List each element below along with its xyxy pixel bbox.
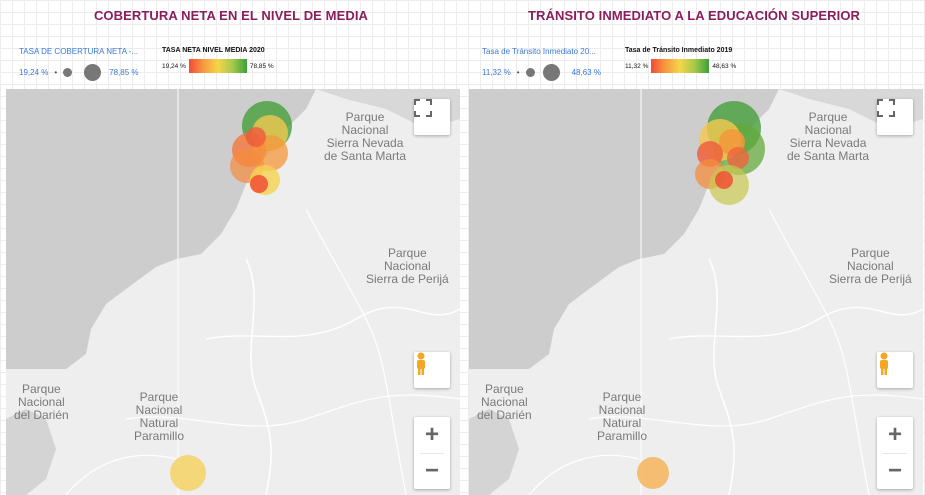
map-label-darien: Parque Nacional del Darién [14, 382, 69, 422]
street-view-button[interactable] [414, 352, 450, 388]
map-base [469, 89, 923, 495]
color-legend-max: 48,63 % [712, 62, 737, 70]
size-legend: TASA DE COBERTURA NETA -... 19,24 % • 78… [19, 47, 139, 81]
street-view-button[interactable] [877, 352, 913, 388]
size-legend-max: 78,85 % [109, 68, 139, 77]
small-circle-icon [63, 68, 73, 77]
map-label-perija: Parque Nacional Sierra de Perijá [366, 246, 449, 286]
color-legend: Tasa de Tránsito Inmediato 2019 11,32 % … [625, 47, 736, 73]
fullscreen-icon [414, 99, 432, 117]
pegman-icon [417, 352, 425, 375]
size-legend-max: 48,63 % [571, 68, 601, 77]
map-label-paramillo: Parque Nacional Natural Paramillo [597, 390, 648, 443]
map-label-santa-marta: Parque Nacional Sierra Nevada de Santa M… [324, 110, 407, 163]
panel-transito: TRÁNSITO INMEDIATO A LA EDUCACIÓN SUPERI… [463, 0, 925, 495]
map-label-darien: Parque Nacional del Darién [477, 382, 532, 422]
color-legend-max: 78,85 % [249, 62, 274, 70]
panel-cobertura: COBERTURA NETA EN EL NIVEL DE MEDIA TASA… [0, 0, 462, 495]
zoom-out-button[interactable]: − [424, 457, 439, 484]
fullscreen-icon [877, 99, 895, 117]
map-bubble[interactable] [246, 127, 266, 147]
size-legend-min: 19,24 % [19, 68, 49, 77]
fullscreen-button[interactable] [877, 99, 913, 135]
map-bubble[interactable] [715, 171, 733, 189]
map-bubble[interactable] [727, 147, 749, 169]
zoom-separator [420, 453, 444, 454]
zoom-control: + − [414, 417, 450, 489]
zoom-in-button[interactable]: + [887, 421, 902, 448]
color-legend-label: TASA NETA NIVEL MEDIA 2020 [162, 47, 265, 54]
map-transito[interactable]: Parque Nacional Sierra Nevada de Santa M… [469, 89, 923, 495]
large-circle-icon [84, 64, 102, 81]
pegman-icon [880, 352, 888, 375]
small-circle-icon [525, 68, 535, 77]
color-gradient-bar [651, 59, 710, 73]
size-legend: Tasa de Tránsito Inmediato 20... 11,32 %… [482, 47, 601, 81]
panel-title: COBERTURA NETA EN EL NIVEL DE MEDIA [93, 8, 369, 23]
color-legend: TASA NETA NIVEL MEDIA 2020 19,24 % 78,85… [162, 47, 274, 73]
legend-bullet: • [516, 68, 520, 77]
zoom-separator [883, 453, 907, 454]
zoom-in-button[interactable]: + [424, 421, 439, 448]
color-legend-min: 11,32 % [625, 62, 649, 70]
map-bubble[interactable] [637, 457, 669, 489]
color-legend-label: Tasa de Tránsito Inmediato 2019 [625, 47, 733, 54]
map-label-paramillo: Parque Nacional Natural Paramillo [134, 390, 185, 443]
map-label-perija: Parque Nacional Sierra de Perijá [829, 246, 912, 286]
zoom-control: + − [877, 417, 913, 489]
map-label-santa-marta: Parque Nacional Sierra Nevada de Santa M… [787, 110, 870, 163]
size-legend-label: Tasa de Tránsito Inmediato 20... [482, 47, 596, 56]
map-bubble[interactable] [250, 175, 268, 193]
large-circle-icon [542, 64, 560, 81]
color-gradient-bar [188, 59, 247, 73]
fullscreen-button[interactable] [414, 99, 450, 135]
color-legend-min: 19,24 % [162, 62, 186, 70]
zoom-out-button[interactable]: − [887, 457, 902, 484]
map-cobertura[interactable]: Parque Nacional Sierra Nevada de Santa M… [6, 89, 460, 495]
size-legend-min: 11,32 % [482, 68, 511, 77]
size-legend-label: TASA DE COBERTURA NETA -... [19, 47, 139, 56]
legend-bullet: • [54, 68, 58, 77]
map-bubble[interactable] [170, 455, 206, 491]
panel-title: TRÁNSITO INMEDIATO A LA EDUCACIÓN SUPERI… [527, 8, 861, 23]
